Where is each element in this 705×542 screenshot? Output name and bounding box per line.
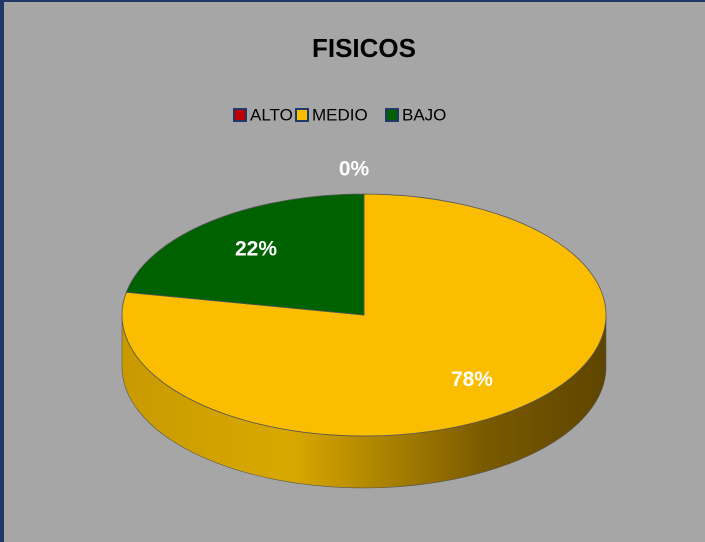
data-label: 22%: [235, 237, 277, 260]
legend-label: BAJO: [402, 105, 446, 124]
chart: FISICOS ALTO MEDIO BAJO 0% 78% 22%: [121, 33, 607, 489]
legend-label: MEDIO: [312, 105, 368, 124]
legend-label: ALTO: [250, 105, 293, 124]
legend-marker: [385, 108, 399, 122]
chart-title: FISICOS: [312, 33, 416, 63]
pie-slice: [125, 193, 365, 316]
legend-marker: [295, 108, 309, 122]
data-label: 0%: [339, 158, 370, 181]
legend-marker: [233, 108, 247, 122]
data-label: 78%: [451, 368, 493, 391]
